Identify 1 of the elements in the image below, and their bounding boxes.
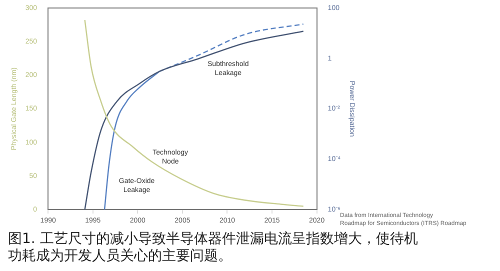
caption: 图1. 工艺尺寸的减小导致半导体器件泄漏电流呈指数增大，使待机功耗成为开发人员关心的主要问题。 xyxy=(8,231,419,265)
